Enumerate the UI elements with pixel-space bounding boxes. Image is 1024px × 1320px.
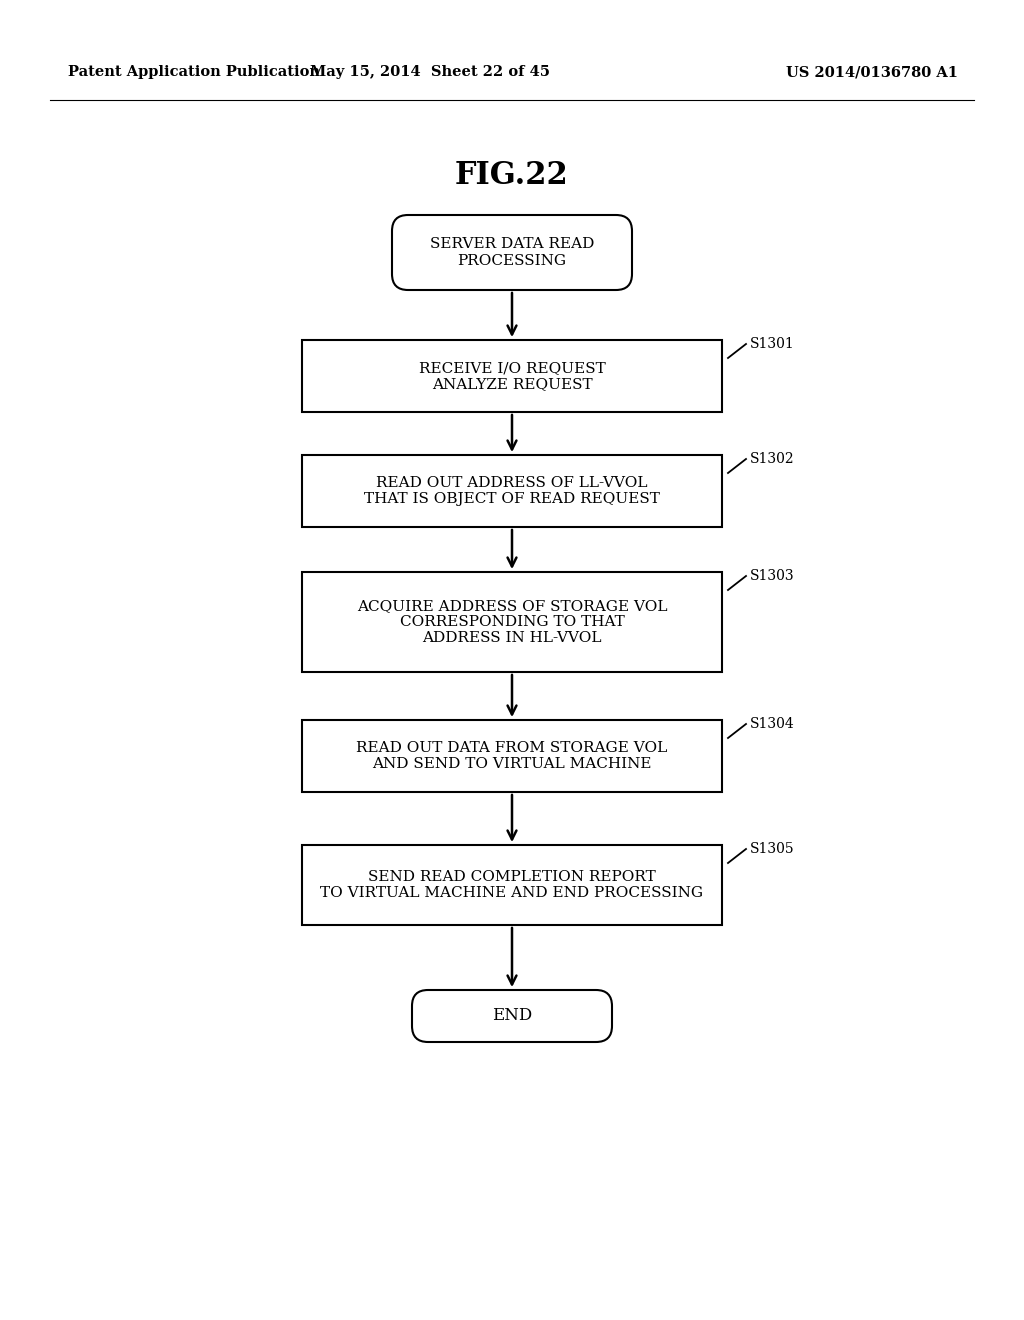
Bar bbox=[302, 845, 722, 925]
Text: RECEIVE I/O REQUEST
ANALYZE REQUEST: RECEIVE I/O REQUEST ANALYZE REQUEST bbox=[419, 360, 605, 391]
Text: S1302: S1302 bbox=[750, 451, 795, 466]
Bar bbox=[302, 572, 722, 672]
Text: SERVER DATA READ
PROCESSING: SERVER DATA READ PROCESSING bbox=[430, 238, 594, 268]
Text: S1301: S1301 bbox=[750, 337, 795, 351]
Bar bbox=[302, 719, 722, 792]
Text: S1305: S1305 bbox=[750, 842, 795, 855]
FancyBboxPatch shape bbox=[412, 990, 612, 1041]
Text: May 15, 2014  Sheet 22 of 45: May 15, 2014 Sheet 22 of 45 bbox=[310, 65, 550, 79]
Text: ACQUIRE ADDRESS OF STORAGE VOL
CORRESPONDING TO THAT
ADDRESS IN HL-VVOL: ACQUIRE ADDRESS OF STORAGE VOL CORRESPON… bbox=[356, 599, 668, 645]
Text: S1304: S1304 bbox=[750, 717, 795, 731]
Text: READ OUT ADDRESS OF LL-VVOL
THAT IS OBJECT OF READ REQUEST: READ OUT ADDRESS OF LL-VVOL THAT IS OBJE… bbox=[365, 477, 659, 506]
Text: READ OUT DATA FROM STORAGE VOL
AND SEND TO VIRTUAL MACHINE: READ OUT DATA FROM STORAGE VOL AND SEND … bbox=[356, 741, 668, 771]
Text: S1303: S1303 bbox=[750, 569, 795, 583]
FancyBboxPatch shape bbox=[392, 215, 632, 290]
Text: US 2014/0136780 A1: US 2014/0136780 A1 bbox=[786, 65, 958, 79]
Text: END: END bbox=[492, 1007, 532, 1024]
Bar bbox=[302, 341, 722, 412]
Text: Patent Application Publication: Patent Application Publication bbox=[68, 65, 319, 79]
Text: SEND READ COMPLETION REPORT
TO VIRTUAL MACHINE AND END PROCESSING: SEND READ COMPLETION REPORT TO VIRTUAL M… bbox=[321, 870, 703, 900]
Text: FIG.22: FIG.22 bbox=[455, 160, 569, 190]
Bar bbox=[302, 455, 722, 527]
